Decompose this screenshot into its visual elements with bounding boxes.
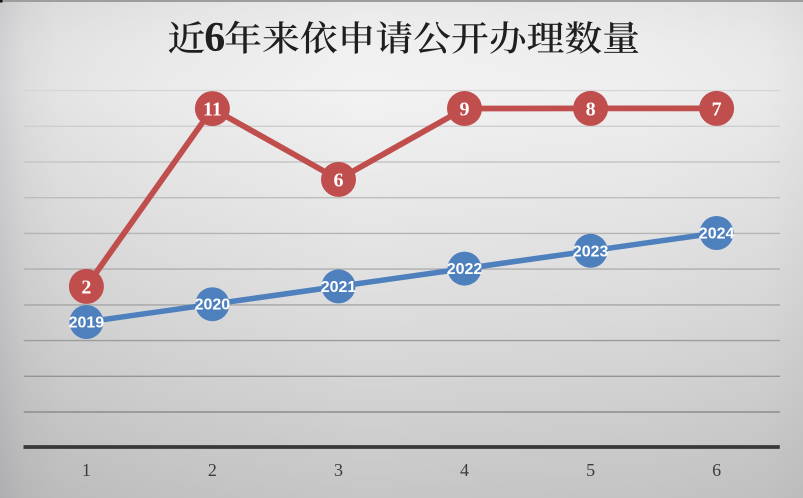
svg-text:2021: 2021 — [321, 279, 357, 296]
svg-text:9: 9 — [460, 98, 470, 120]
svg-text:2: 2 — [81, 276, 91, 298]
svg-text:2020: 2020 — [195, 297, 231, 314]
svg-text:5: 5 — [586, 460, 595, 480]
svg-text:2024: 2024 — [699, 226, 735, 243]
svg-text:3: 3 — [334, 460, 343, 480]
svg-text:7: 7 — [712, 98, 722, 120]
svg-text:6: 6 — [334, 169, 344, 191]
svg-text:4: 4 — [460, 460, 469, 480]
svg-text:2022: 2022 — [447, 261, 483, 278]
svg-text:11: 11 — [203, 99, 222, 121]
svg-text:2019: 2019 — [69, 315, 105, 332]
svg-text:2023: 2023 — [573, 243, 609, 260]
svg-text:8: 8 — [586, 98, 596, 120]
svg-text:1: 1 — [82, 460, 91, 480]
svg-text:6: 6 — [712, 460, 721, 480]
svg-text:6: 6 — [204, 14, 225, 61]
svg-text:2: 2 — [208, 460, 217, 480]
